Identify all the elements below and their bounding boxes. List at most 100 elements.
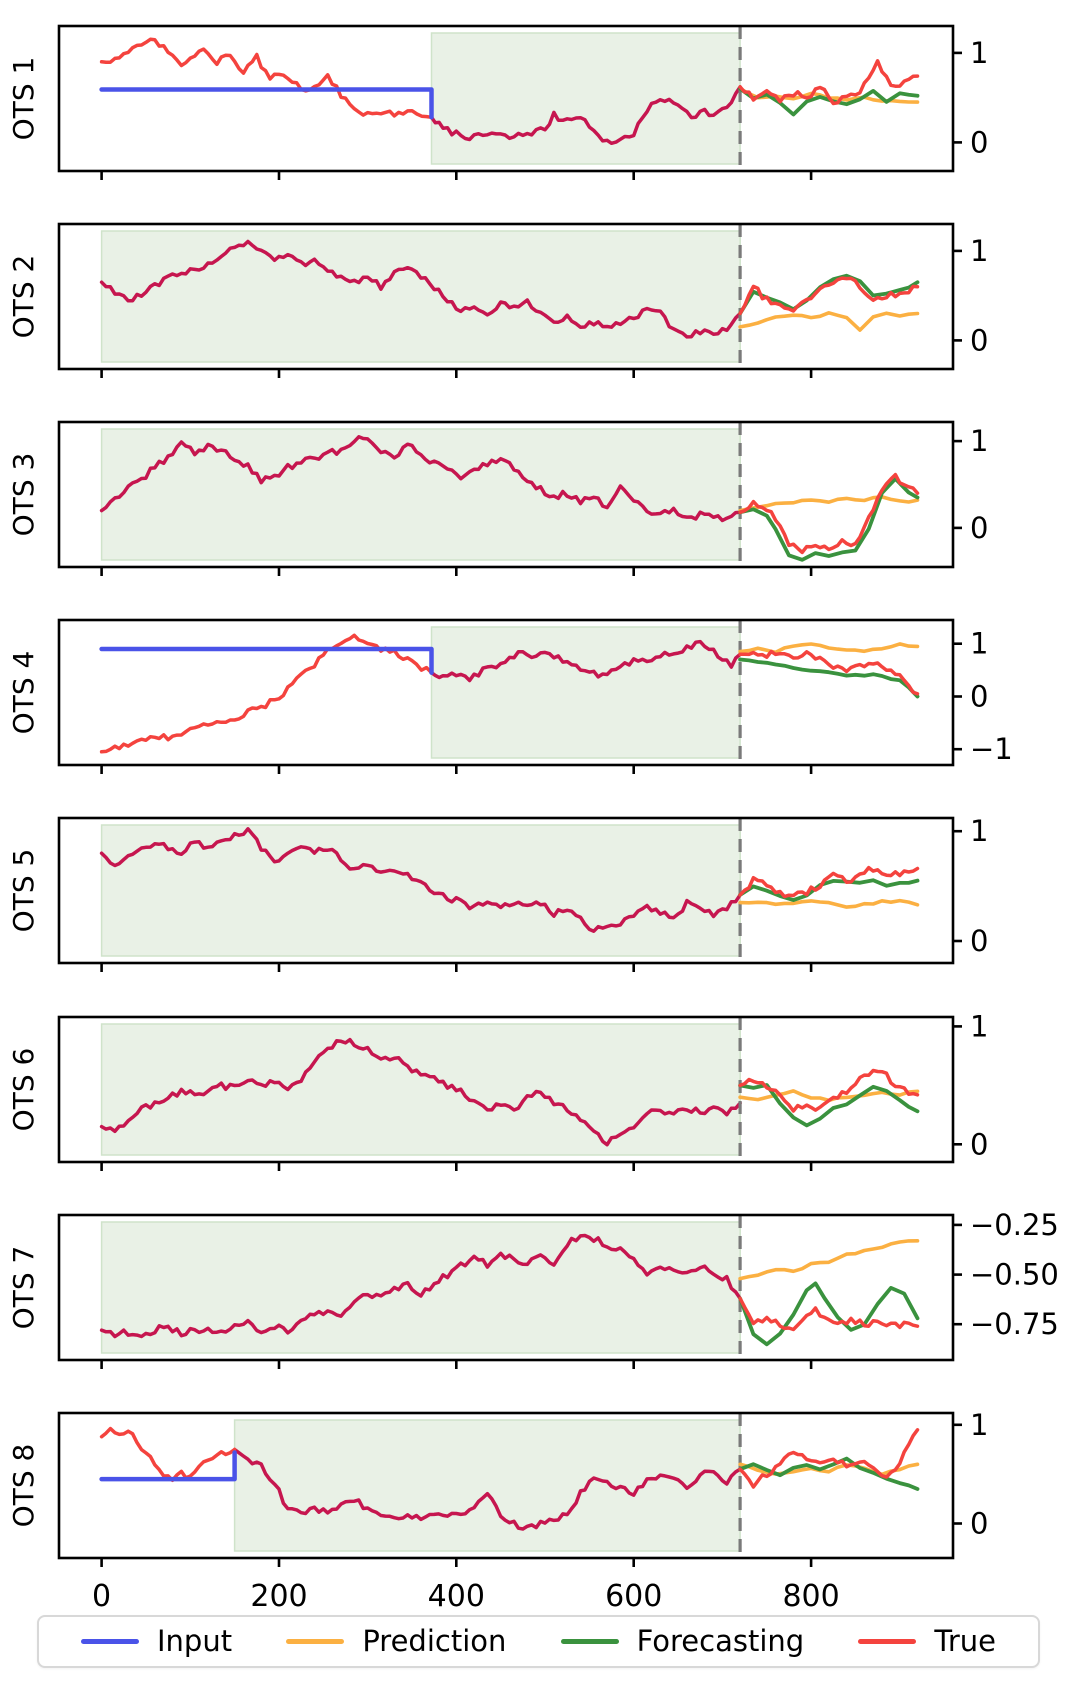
axes-spines: [57, 618, 955, 767]
y-tick-label: 0: [970, 323, 988, 357]
true-post-line: [738, 865, 920, 899]
panel-label: OTS 6: [7, 1048, 40, 1132]
context-shade: [100, 1023, 741, 1156]
x-tick-label: 400: [428, 1579, 485, 1614]
prediction-swatch: [286, 1639, 345, 1644]
forecasting-line: [738, 878, 920, 902]
axes-spines: [57, 1015, 955, 1164]
context-shade: [430, 32, 741, 165]
true-pre-line: [99, 37, 434, 120]
context-line: [429, 639, 742, 683]
panel-ots-4: 1 0 −1 OTS 4: [7, 618, 1013, 774]
forecasting-line: [738, 476, 920, 562]
y-tick-label: −0.25: [970, 1208, 1059, 1242]
panel-ots-1: 1 0 OTS 1: [7, 24, 988, 180]
true-swatch: [858, 1639, 917, 1644]
prediction-line: [738, 311, 920, 332]
prediction-line: [738, 1239, 920, 1281]
forecasting-line: [738, 1281, 920, 1347]
y-tick-label: −1: [970, 732, 1013, 766]
legend-item-forecasting: Forecasting: [560, 1624, 805, 1658]
x-tick-label: 0: [92, 1579, 111, 1614]
legend-label: True: [934, 1624, 996, 1658]
input-line: [99, 87, 434, 120]
true-post-line: [738, 1428, 920, 1489]
context-line: [99, 239, 742, 339]
y-tick-label: 1: [970, 814, 988, 848]
y-tick-label: −0.75: [970, 1307, 1059, 1341]
legend: Input Prediction Forecasting True: [37, 1615, 1040, 1668]
x-tick-label: 800: [782, 1579, 839, 1614]
panel-ots-3: 1 0 OTS 3: [7, 420, 988, 576]
y-tick-label: 0: [970, 924, 988, 958]
axes-spines: [57, 24, 955, 173]
panel-label: OTS 2: [7, 255, 40, 339]
panel-label: OTS 7: [7, 1246, 40, 1330]
context-shade: [100, 1221, 741, 1354]
true-post-line: [738, 472, 920, 555]
context-line: [429, 85, 742, 146]
legend-item-true: True: [858, 1627, 996, 1656]
y-tick-label: 0: [970, 511, 988, 545]
legend-label: Input: [157, 1624, 233, 1658]
y-tick-label: 1: [970, 424, 988, 458]
forecasting-line: [738, 1083, 920, 1128]
true-pre-line: [99, 1426, 237, 1483]
input-line: [99, 646, 434, 675]
context-line: [99, 435, 742, 523]
prediction-line: [738, 495, 920, 513]
true-post-line: [738, 276, 920, 316]
legend-item-input: Input: [81, 1627, 232, 1656]
prediction-line: [738, 642, 920, 655]
true-post-line: [738, 1068, 920, 1113]
context-line: [232, 1447, 742, 1531]
y-tick-label: 1: [970, 627, 988, 661]
context-shade: [430, 626, 741, 759]
panel-label: OTS 8: [7, 1444, 40, 1528]
context-shade: [100, 230, 741, 363]
panel-ots-2: 1 0 OTS 2: [7, 222, 988, 378]
context-shade: [100, 824, 741, 957]
axes-spines: [57, 1411, 955, 1560]
y-tick-label: 0: [970, 680, 988, 714]
context-shade: [100, 428, 741, 561]
y-tick-label: 0: [970, 1507, 988, 1541]
context-shade: [233, 1419, 741, 1552]
y-tick-label: 0: [970, 125, 988, 159]
true-post-line: [738, 649, 920, 696]
forecasting-line: [738, 273, 920, 316]
context-line: [99, 827, 742, 933]
y-tick-label: −0.50: [970, 1258, 1059, 1292]
x-tick-label: 600: [605, 1579, 662, 1614]
context-line: [99, 1233, 742, 1339]
legend-label: Forecasting: [636, 1624, 805, 1658]
context-line: [99, 1037, 742, 1147]
legend-item-prediction: Prediction: [286, 1627, 506, 1656]
x-tick-label: 200: [250, 1579, 307, 1614]
forecasting-swatch: [560, 1639, 619, 1644]
panels-container: 1 0 OTS 1 1 0 OTS 2 1 0 OTS 3 1 0 −1 OTS 4 1 0 OTS 5 1 0 O…: [7, 24, 1059, 1614]
panel-ots-8: 0 200 400 600 800 1 0 OTS 8: [7, 1408, 988, 1614]
prediction-line: [738, 898, 920, 909]
y-tick-label: 1: [970, 1408, 988, 1442]
axes-spines: [57, 222, 955, 371]
panel-label: OTS 1: [7, 57, 40, 141]
axes-spines: [57, 420, 955, 569]
true-post-line: [738, 1296, 920, 1332]
panel-ots-7: −0.25 −0.50 −0.75 OTS 7: [7, 1208, 1059, 1369]
input-swatch: [81, 1639, 139, 1644]
panel-label: OTS 4: [7, 651, 40, 735]
axes-spines: [57, 816, 955, 965]
legend-label: Prediction: [362, 1624, 507, 1658]
true-pre-line: [99, 633, 434, 754]
panel-ots-5: 1 0 OTS 5: [7, 814, 988, 972]
y-tick-label: 1: [970, 234, 988, 268]
input-line: [99, 1450, 237, 1482]
axes-spines: [57, 1213, 955, 1362]
panel-label: OTS 5: [7, 849, 40, 933]
forecasting-line: [738, 657, 920, 699]
true-post-line: [738, 59, 920, 106]
panel-label: OTS 3: [7, 453, 40, 537]
y-tick-label: 1: [970, 1009, 988, 1043]
